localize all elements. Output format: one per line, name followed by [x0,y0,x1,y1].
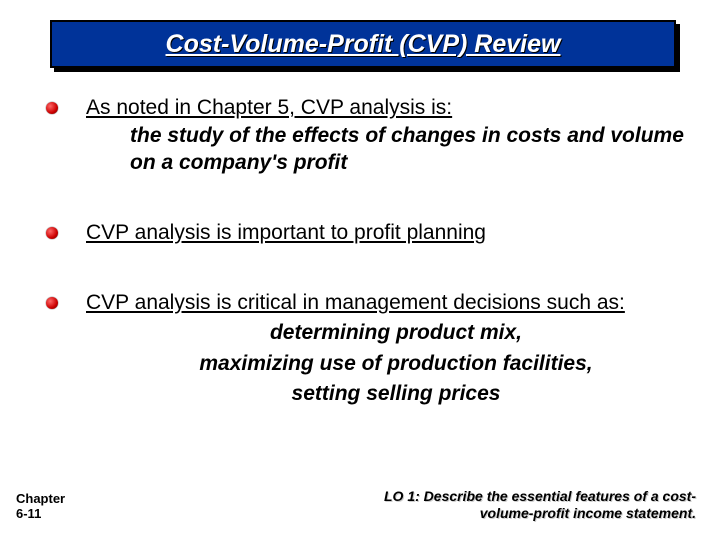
bullet-3: CVP analysis is critical in management d… [86,290,706,407]
bullet-1-intro: As noted in Chapter 5, CVP analysis is: [86,96,452,119]
title-bar: Cost-Volume-Profit (CVP) Review [50,20,676,68]
bullet-icon [46,297,58,309]
bullet-3-sub2: maximizing use of production facilities, [86,351,706,377]
slide-title: Cost-Volume-Profit (CVP) Review [166,30,561,59]
bullet-3-sub3: setting selling prices [86,381,706,407]
bullet-3-intro: CVP analysis is critical in management d… [86,291,625,314]
bullet-1: As noted in Chapter 5, CVP analysis is: … [86,95,686,176]
chapter-line1: Chapter [16,492,65,507]
bullet-3-sub1: determining product mix, [86,320,706,346]
bullet-icon [46,227,58,239]
bullet-2: CVP analysis is important to profit plan… [86,220,686,246]
bullet-icon [46,102,58,114]
bullet-1-definition: the study of the effects of changes in c… [130,123,686,176]
chapter-label: Chapter 6-11 [16,492,65,522]
chapter-line2: 6-11 [16,507,65,522]
learning-objective: LO 1: Describe the essential features of… [356,488,696,522]
bullet-2-intro: CVP analysis is important to profit plan… [86,221,486,244]
